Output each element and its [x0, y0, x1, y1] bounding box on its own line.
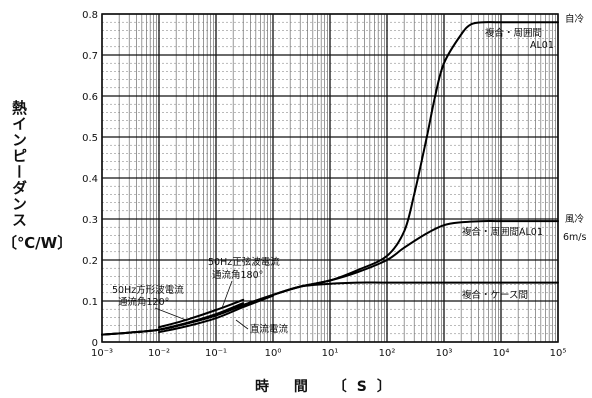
y-tick-label: 0 [92, 338, 98, 349]
annotation-forced-speed: 6m/s [563, 232, 586, 243]
x-tick-label: 10⁻³ [91, 348, 113, 359]
annotation-square-2: 通流角120° [118, 296, 169, 308]
leader-square [154, 307, 187, 321]
annotation-sine-2: 通流角180° [212, 269, 263, 281]
leader-dc [235, 319, 249, 330]
leader-sine [221, 280, 233, 309]
y-tick-label: 0.4 [82, 174, 98, 185]
y-tick-label: 0.7 [82, 51, 98, 62]
y-tick-label: 0.3 [82, 215, 98, 226]
annotation-combo-case: 複合・ケース間 [462, 289, 528, 301]
annotation-sine-1: 50Hz正弦波電流 [208, 256, 280, 268]
x-tick-label: 10⁴ [493, 348, 510, 359]
plot-frame [101, 13, 559, 343]
x-tick-label: 10⁵ [550, 348, 567, 359]
series-group [101, 21, 559, 336]
annotation-combo-ambient-mid: 複合・周囲間AL01 [462, 226, 543, 238]
y-axis-label: 熱インピーダンス [10, 100, 28, 228]
x-tick-label: 10² [379, 348, 396, 359]
y-tick-label: 0.1 [82, 297, 98, 308]
y-axis-title: 熱インピーダンス [4, 100, 34, 232]
annotation-square-1: 50Hz方形波電流 [112, 284, 184, 296]
annotation-dc: 直流電流 [250, 323, 289, 335]
annotations: 自冷 複合・周囲間 AL01 風冷 6m/s 複合・周囲間AL01 複合・ケース… [112, 13, 586, 335]
tick-labels: 10⁻³ 10⁻² 10⁻¹ 10⁰ 10¹ 10² 10³ 10⁴ 10⁵ 0 0.1 0.2 0.3… [82, 10, 566, 359]
x-tick-label: 10⁻¹ [205, 348, 227, 359]
grid [101, 13, 559, 343]
y-tick-label: 0.6 [82, 92, 98, 103]
x-tick-label: 10¹ [322, 348, 339, 359]
x-tick-label: 10⁰ [265, 348, 282, 359]
annotation-natural-cool: 自冷 [565, 13, 585, 25]
series-line-5 [158, 298, 245, 329]
y-axis-unit: 〔℃/W〕 [2, 234, 73, 252]
x-tick-label: 10³ [436, 348, 453, 359]
series-line-3 [158, 294, 274, 334]
x-tick-label: 10⁻² [148, 348, 170, 359]
annotation-combo-ambient-top-2: AL01 [530, 40, 554, 51]
x-axis-title: 時 間 〔S〕 [255, 379, 401, 395]
y-tick-label: 0.2 [82, 256, 98, 267]
series-line-4 [158, 302, 245, 331]
annotation-forced-cool: 風冷 [565, 213, 585, 225]
y-tick-label: 0.5 [82, 133, 98, 144]
annotation-combo-ambient-top-1: 複合・周囲間 [485, 27, 542, 39]
y-tick-label: 0.8 [82, 10, 98, 21]
